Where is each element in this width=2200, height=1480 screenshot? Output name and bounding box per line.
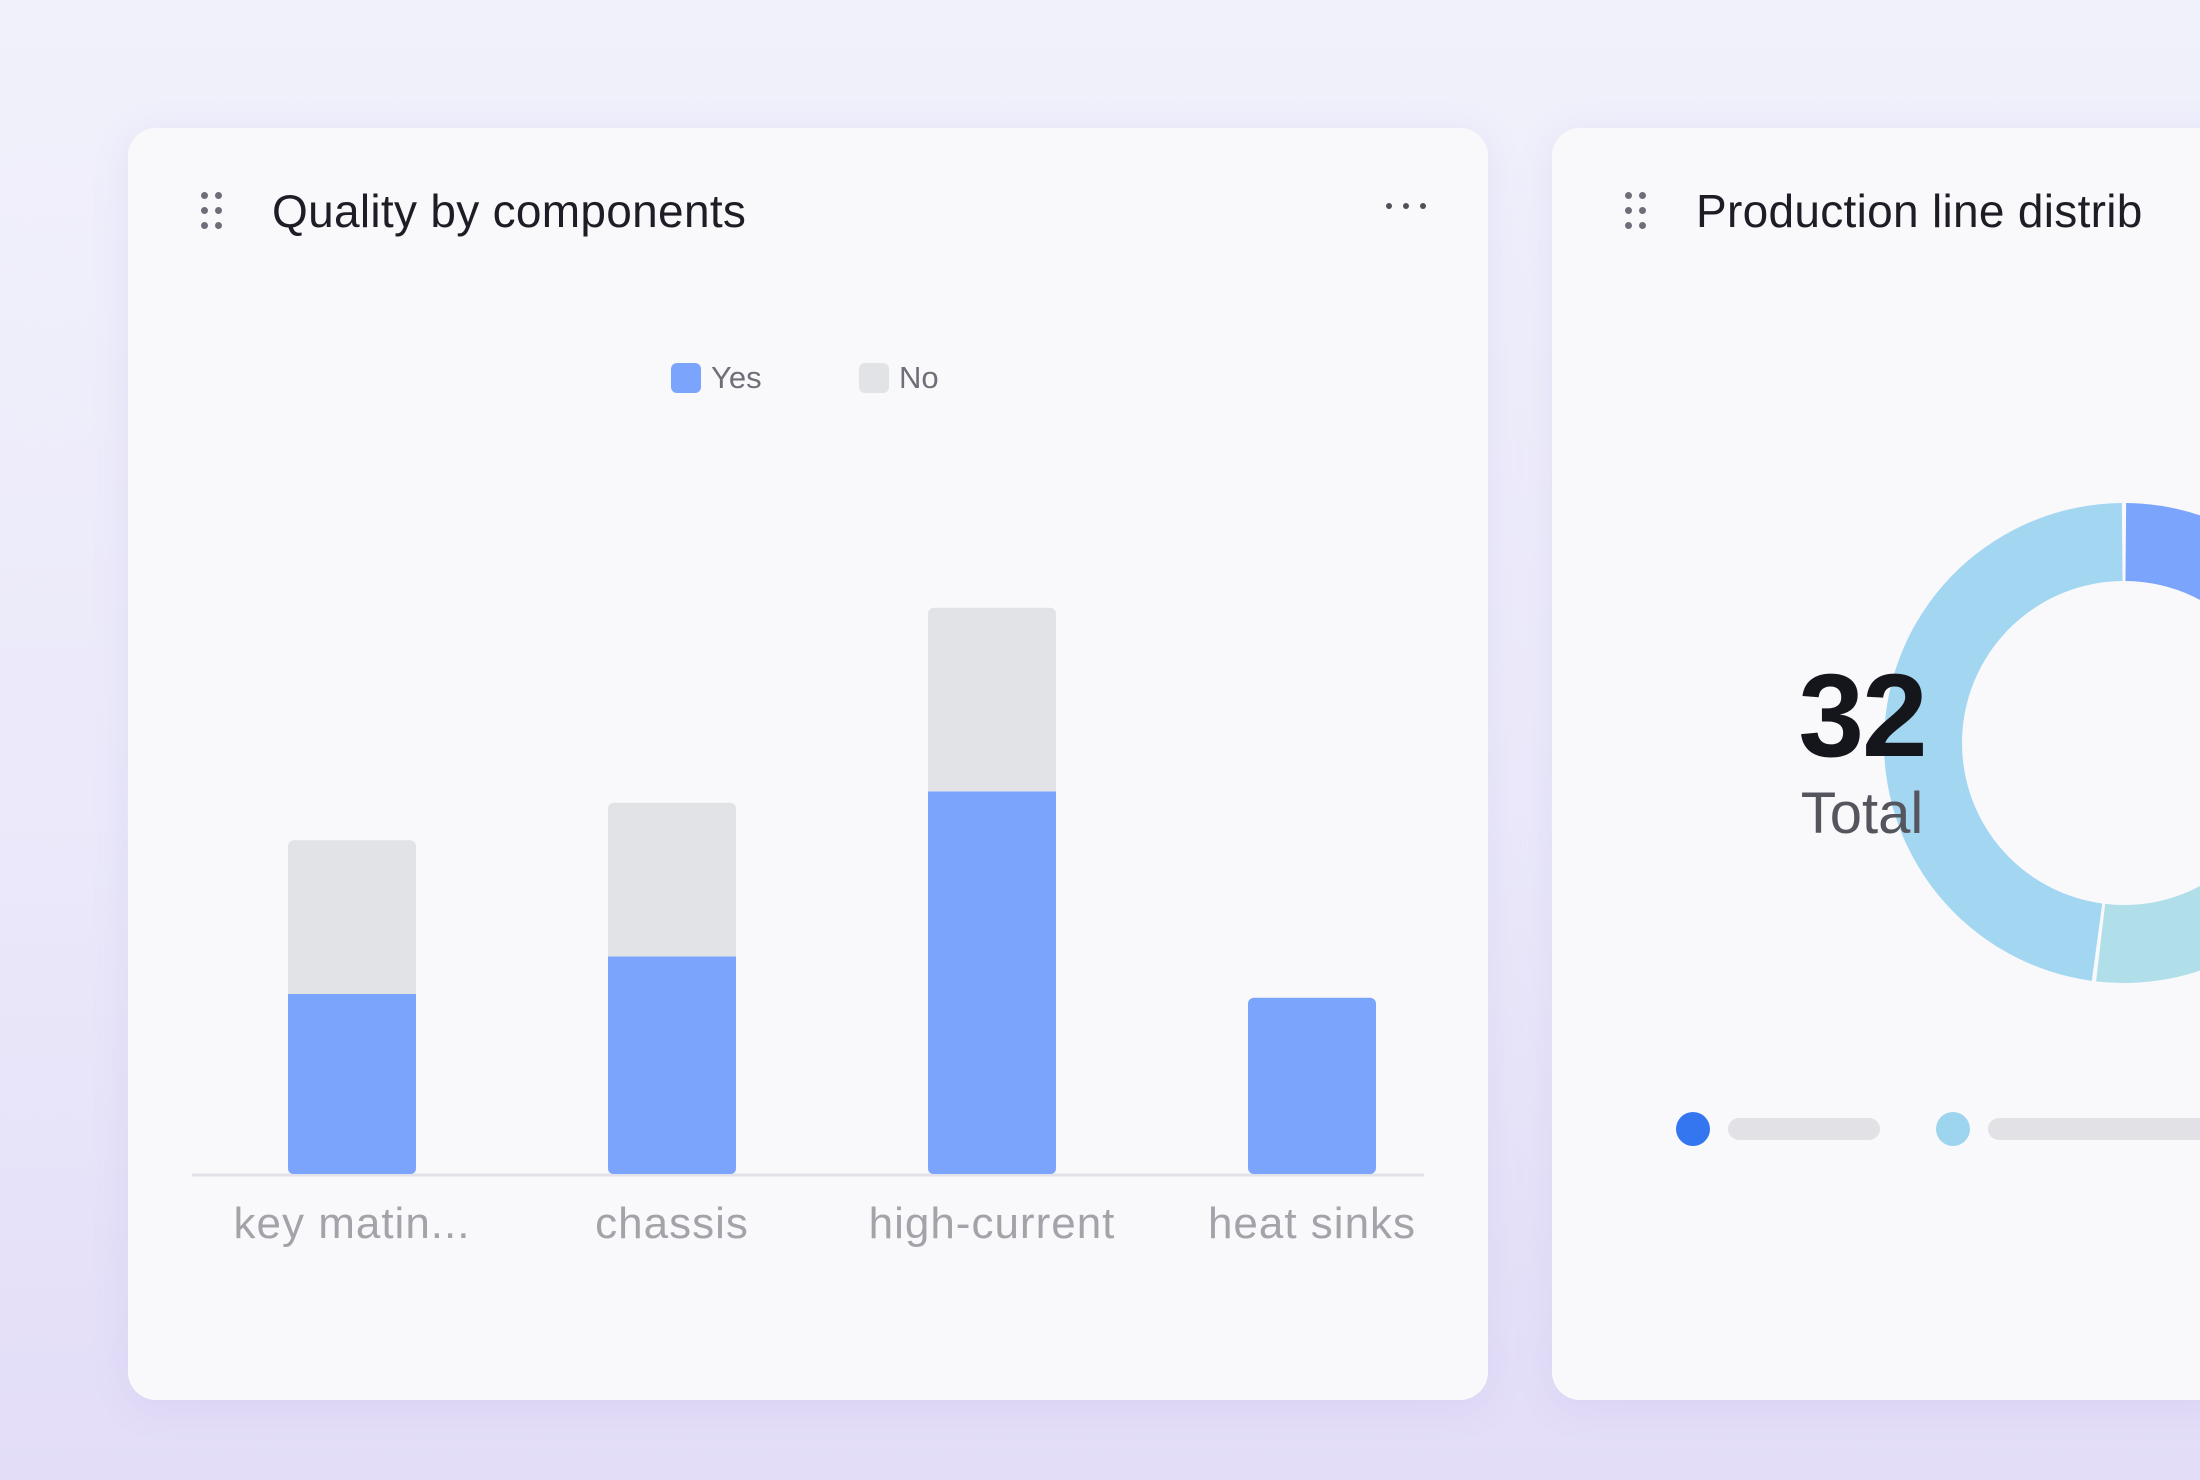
bar-yes-3[interactable] (928, 791, 1056, 1175)
chart-legend: Yes No (128, 360, 1488, 400)
donut-total-label: Total (1800, 781, 1924, 846)
production-line-distribution-card: Production line distrib 32 Total (1552, 128, 2200, 1400)
legend-item-yes[interactable]: Yes (671, 360, 762, 396)
stacked-bar-chart: key matin... chassis high-current heat sink… (192, 607, 1424, 1248)
legend-label-no: No (899, 360, 939, 395)
legend-placeholder-2 (1988, 1118, 2200, 1140)
x-tick-label: key matin... (234, 1199, 471, 1248)
card-title: Quality by components (272, 185, 747, 237)
x-tick-label: chassis (595, 1199, 749, 1248)
more-horizontal-icon[interactable] (1384, 198, 1428, 214)
quality-by-components-card: Quality by components Yes No key matin..… (128, 128, 1488, 1400)
legend-label-yes: Yes (711, 360, 762, 395)
legend-swatch-no (859, 363, 889, 393)
legend-swatch-yes (671, 363, 701, 393)
card-title: Production line distrib (1696, 185, 2143, 237)
donut-segment-4[interactable] (1884, 503, 2123, 981)
donut-total-value: 32 (1798, 650, 1927, 782)
bar-yes-4[interactable] (1248, 997, 1376, 1174)
legend-placeholder-1 (1728, 1118, 1880, 1140)
x-tick-label: heat sinks (1208, 1199, 1416, 1248)
bar-yes-2[interactable] (608, 956, 736, 1175)
drag-handle-icon[interactable] (201, 192, 225, 232)
donut-segment-1[interactable] (2125, 503, 2200, 639)
legend-dot-2 (1936, 1112, 1970, 1146)
donut-segment-3[interactable] (2096, 794, 2200, 983)
bar-yes-1[interactable] (288, 994, 416, 1174)
legend-dot-1 (1676, 1112, 1710, 1146)
x-tick-label: high-current (869, 1199, 1116, 1248)
donut-chart (1884, 503, 2200, 983)
drag-handle-icon[interactable] (1625, 192, 1649, 232)
legend-item-no[interactable]: No (859, 360, 939, 396)
